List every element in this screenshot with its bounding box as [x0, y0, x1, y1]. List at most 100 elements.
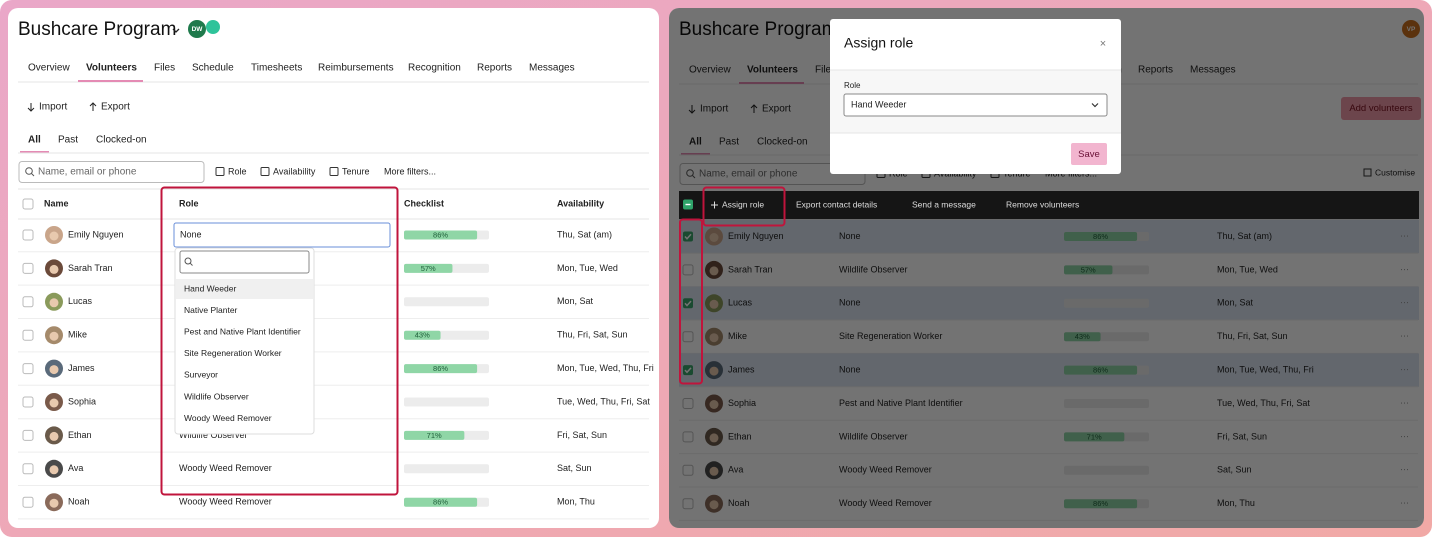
- availability: Sat, Sun: [557, 463, 592, 473]
- role-input-value: None: [180, 229, 202, 239]
- avatar-face: [49, 465, 59, 475]
- filter-button[interactable]: Availability: [273, 166, 316, 176]
- filter-button[interactable]: Role: [228, 166, 247, 176]
- highlight-box: [160, 186, 399, 496]
- checkbox[interactable]: [22, 262, 34, 274]
- modal-title: Assign role: [844, 35, 913, 51]
- role-input[interactable]: [173, 222, 391, 248]
- arrow-icon: [27, 103, 35, 112]
- overlays: Assign role × Role Hand Weeder Save: [830, 19, 1121, 174]
- role-dropdown: None Hand Weeder Native Planter Pest and Na…: [173, 222, 391, 435]
- nav-tab[interactable]: Reports: [477, 63, 512, 74]
- availability: Tue, Wed, Thu, Fri, Sat: [557, 396, 650, 406]
- active-view-underline: [20, 151, 49, 153]
- volunteer-name: Sarah Tran: [68, 263, 113, 273]
- dropdown-search[interactable]: [179, 250, 310, 274]
- volunteer-role: Woody Weed Remover: [179, 463, 272, 473]
- checkbox[interactable]: [22, 229, 34, 241]
- search-icon: [31, 173, 35, 177]
- bulk-bar: [679, 191, 1419, 219]
- checkbox[interactable]: [22, 429, 34, 441]
- volunteer-name: Ava: [68, 463, 83, 473]
- bulk-action[interactable]: Send a message: [912, 199, 976, 209]
- filter-icon: [215, 167, 225, 176]
- close-button[interactable]: ×: [1100, 38, 1106, 50]
- left-panel: Bushcare Program DW Overview Volunteers File…: [8, 8, 659, 528]
- role-option[interactable]: Woody Weed Remover: [184, 413, 272, 423]
- nav-tab[interactable]: Messages: [529, 63, 575, 74]
- save-button[interactable]: [1071, 143, 1107, 165]
- progress-label: 57%: [421, 264, 436, 273]
- action-button[interactable]: Export: [101, 102, 130, 113]
- option-highlight: [176, 279, 313, 299]
- nav-tab[interactable]: Files: [154, 63, 175, 74]
- progress-bar: [404, 497, 478, 507]
- highlight-box: [679, 218, 703, 385]
- availability: Mon, Thu: [557, 497, 595, 507]
- active-tab-underline: [78, 80, 143, 82]
- progress-bar: [404, 364, 478, 374]
- role-option[interactable]: Site Regeneration Worker: [184, 348, 282, 358]
- column-header: Checklist: [404, 198, 444, 208]
- progress-label: 71%: [427, 431, 442, 440]
- avatar-face: [49, 431, 59, 441]
- availability: Fri, Sat, Sun: [557, 430, 607, 440]
- availability: Thu, Fri, Sat, Sun: [557, 330, 628, 340]
- avatar-face: [49, 298, 59, 308]
- checkbox[interactable]: [22, 296, 34, 308]
- volunteer-name: James: [68, 363, 95, 373]
- nav-tab[interactable]: Overview: [28, 63, 70, 74]
- role-option[interactable]: Surveyor: [184, 370, 218, 380]
- avatar: [206, 20, 220, 34]
- checkbox[interactable]: [22, 496, 34, 508]
- availability: Mon, Tue, Wed: [557, 263, 618, 273]
- bulk-action[interactable]: Export contact details: [796, 199, 877, 209]
- progress-track: [404, 297, 489, 307]
- volunteer-role: Wildlife Observer: [179, 430, 248, 440]
- checkbox[interactable]: [22, 329, 34, 341]
- view-tab[interactable]: Clocked-on: [96, 135, 147, 146]
- search-icon: [25, 167, 33, 175]
- checkbox[interactable]: [22, 396, 34, 408]
- save-button-label: Save: [1078, 149, 1100, 160]
- bulk-action[interactable]: Remove volunteers: [1006, 199, 1079, 209]
- checkbox[interactable]: [22, 198, 34, 210]
- view-tab[interactable]: Past: [58, 135, 78, 146]
- avatar-initials: DW: [192, 26, 204, 33]
- role-option[interactable]: Hand Weeder: [184, 283, 236, 293]
- search-placeholder: Name, email or phone: [38, 167, 137, 178]
- role-select[interactable]: [843, 93, 1108, 117]
- bulk-action[interactable]: Assign role: [722, 199, 764, 209]
- field-label: Role: [844, 81, 861, 90]
- role-option[interactable]: Pest and Native Plant Identifier: [184, 326, 301, 336]
- filter-icon: [260, 167, 270, 176]
- progress-label: 86%: [433, 364, 448, 373]
- progress-bar: [404, 230, 478, 240]
- action-button[interactable]: Import: [39, 102, 68, 113]
- role-option[interactable]: Native Planter: [184, 305, 238, 315]
- nav-tab[interactable]: Recognition: [408, 63, 461, 74]
- nav-tab[interactable]: Schedule: [192, 63, 234, 74]
- plus-icon: [711, 201, 718, 209]
- availability: Thu, Sat (am): [557, 229, 612, 239]
- view-tab[interactable]: All: [28, 135, 41, 146]
- checkbox[interactable]: [22, 463, 34, 475]
- role-option[interactable]: Wildlife Observer: [184, 391, 249, 401]
- right-panel: Bushcare ProgramVPOverviewVolunteersFile…: [669, 8, 1424, 528]
- nav-tab[interactable]: Volunteers: [86, 63, 137, 74]
- assign-role-modal: Assign role × Role Hand Weeder Save: [830, 19, 1121, 174]
- filter-icon: [329, 167, 339, 176]
- progress-label: 86%: [433, 498, 448, 507]
- filter-button[interactable]: More filters...: [384, 166, 436, 176]
- progress-label: 86%: [433, 230, 448, 239]
- nav-tab[interactable]: Timesheets: [251, 63, 302, 74]
- avatar-face: [49, 264, 59, 274]
- nav-tab[interactable]: Reimbursements: [318, 63, 394, 74]
- filter-button[interactable]: Tenure: [342, 166, 370, 176]
- chevron[interactable]: [172, 28, 180, 33]
- checkbox[interactable]: [22, 363, 34, 375]
- search-box[interactable]: [18, 161, 205, 183]
- avatar-face: [49, 331, 59, 341]
